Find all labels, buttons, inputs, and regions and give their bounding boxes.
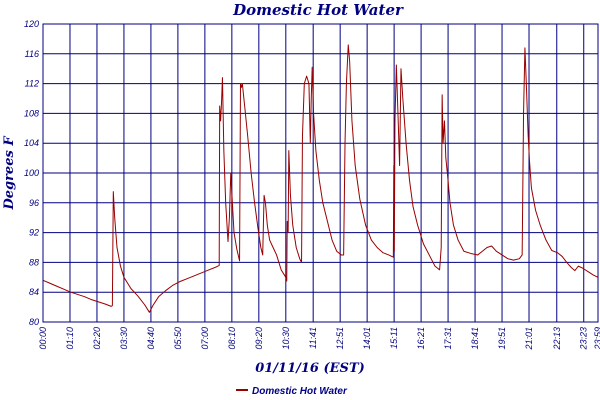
x-tick-label: 17:31: [443, 327, 453, 350]
x-tick-label: 15:11: [389, 327, 399, 349]
y-tick-label: 116: [25, 49, 39, 59]
x-tick-label: 03:30: [119, 327, 129, 350]
y-axis-ticks: 80 84 88 92 96 100 104 108 112 116 120: [24, 19, 39, 327]
x-tick-label: 18:41: [470, 327, 480, 350]
grid: [42, 23, 599, 323]
y-tick-label: 100: [24, 168, 39, 178]
x-tick-label: 00:00: [38, 327, 48, 350]
y-tick-label: 92: [29, 228, 39, 238]
x-tick-label: 07:00: [200, 327, 210, 350]
y-tick-label: 120: [24, 19, 39, 29]
x-tick-label: 21:01: [524, 327, 534, 351]
y-tick-label: 88: [29, 257, 39, 267]
x-tick-label: 08:10: [227, 327, 237, 350]
plot-frame: [42, 23, 599, 323]
series-layer: [42, 44, 599, 313]
y-tick-label: 84: [29, 287, 39, 297]
y-tick-label: 96: [29, 198, 39, 208]
x-tick-label: 16:21: [416, 327, 426, 350]
x-axis-label: 01/11/16 (EST): [255, 361, 365, 376]
x-tick-label: 11:41: [308, 327, 318, 349]
x-tick-label: 19:51: [497, 327, 507, 350]
x-tick-label: 01:10: [65, 327, 75, 350]
x-tick-label: 23:59: [593, 327, 600, 351]
x-tick-label: 14:01: [362, 327, 372, 350]
legend[interactable]: Domestic Hot Water: [236, 386, 348, 397]
y-tick-label: 104: [24, 138, 39, 148]
y-axis-label: Degrees F: [2, 136, 17, 211]
x-tick-label: 02:20: [92, 327, 102, 350]
chart-title: Domestic Hot Water: [232, 1, 404, 19]
y-tick-label: 80: [29, 317, 39, 327]
x-axis-ticks: 00:00 01:10 02:20 03:30 04:40 05:50 07:00 08:10…: [38, 327, 600, 351]
y-tick-label: 108: [24, 108, 39, 118]
x-tick-label: 23:23: [579, 327, 589, 351]
x-tick-label: 09:20: [254, 327, 264, 350]
x-tick-label: 22:13: [552, 327, 562, 351]
legend-label: Domestic Hot Water: [252, 386, 348, 397]
y-tick-label: 112: [25, 79, 39, 89]
series-line: [42, 44, 599, 313]
x-tick-label: 04:40: [146, 327, 156, 350]
x-tick-label: 05:50: [173, 327, 183, 350]
x-tick-label: 12:51: [335, 327, 345, 350]
x-tick-label: 10:30: [281, 327, 291, 350]
